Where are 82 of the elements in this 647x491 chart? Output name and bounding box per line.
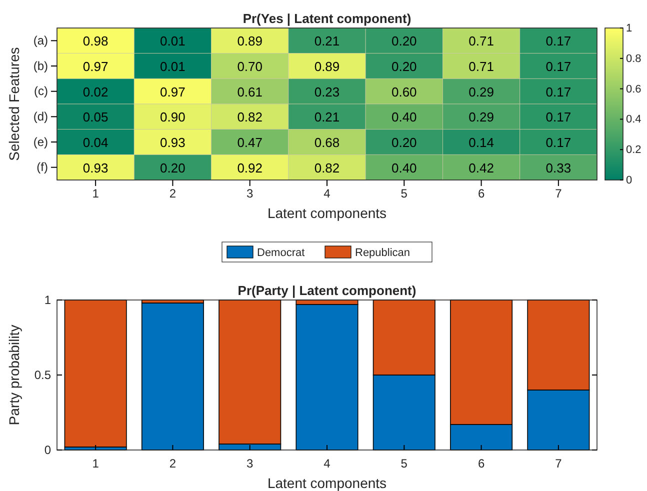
- x-tick-label: 5: [400, 456, 408, 471]
- data-label: 0.01: [160, 59, 186, 74]
- data-label: 0.05: [82, 110, 108, 125]
- data-label: 0.17: [546, 84, 572, 100]
- x-tick-label: 2: [169, 456, 176, 471]
- y-axis-title: Party probability: [6, 324, 22, 426]
- data-label: 0.20: [391, 135, 417, 150]
- y-tick-label: (d): [33, 110, 48, 124]
- x-tick-label: 1: [92, 456, 100, 471]
- data-label: 0.40: [391, 110, 417, 125]
- data-label: 0.71: [468, 59, 494, 74]
- data-label: 0.89: [237, 34, 263, 49]
- data-label: 0.20: [391, 59, 417, 74]
- y-tick-label: (e): [33, 134, 48, 149]
- color-bar-label: 0.8: [626, 52, 642, 65]
- data-label: 0.29: [468, 84, 494, 100]
- data-label: 0.23: [314, 84, 340, 100]
- x-axis-title: Latent components: [267, 205, 387, 221]
- color-bar-label: 0: [626, 174, 632, 187]
- data-label: 0.14: [468, 135, 494, 150]
- data-label: 0.17: [546, 135, 572, 150]
- data-label: 0.92: [237, 160, 263, 176]
- x-tick-label: 5: [400, 186, 408, 201]
- data-label: 0.21: [314, 34, 340, 49]
- x-tick-label: 7: [555, 186, 562, 201]
- legend-label: Republican: [355, 247, 410, 259]
- x-tick-label: 7: [555, 456, 562, 471]
- data-label: 0.97: [82, 59, 108, 74]
- color-bar-label: 0.2: [626, 144, 642, 156]
- data-label: 0.89: [314, 59, 340, 74]
- x-tick-label: 4: [324, 186, 331, 201]
- y-tick-label: (f): [36, 160, 48, 174]
- chart-title: Pr(Yes | Latent component): [242, 11, 412, 26]
- y-tick-label: (b): [33, 58, 48, 73]
- x-tick-label: 1: [92, 186, 100, 201]
- bar: [64, 300, 127, 448]
- data-label: 0.70: [237, 59, 263, 74]
- data-label: 0.68: [314, 135, 340, 150]
- data-label: 0.20: [160, 160, 186, 176]
- data-label: 0.29: [468, 110, 494, 125]
- data-label: 0.90: [160, 110, 186, 125]
- data-label: 0.71: [468, 34, 494, 49]
- x-tick-label: 4: [324, 456, 331, 471]
- y-tick-label: 0: [44, 442, 52, 457]
- data-label: 0.33: [546, 160, 572, 176]
- x-tick-label: 6: [478, 186, 485, 201]
- y-tick-label: (a): [33, 34, 48, 48]
- data-label: 0.82: [314, 160, 340, 176]
- bar: [141, 302, 204, 450]
- x-tick-label: 3: [246, 186, 254, 201]
- data-label: 0.42: [468, 160, 494, 176]
- data-label: 0.97: [160, 84, 186, 100]
- x-tick-label: 2: [169, 186, 176, 201]
- x-tick-label: 6: [478, 456, 485, 471]
- color-bar-label: 0.6: [626, 83, 642, 96]
- data-label: 0.17: [546, 34, 572, 49]
- y-axis-title: Selected Features: [6, 47, 22, 161]
- data-label: 0.47: [237, 135, 263, 150]
- data-label: 0.82: [237, 110, 263, 125]
- data-label: 0.17: [546, 110, 572, 125]
- data-label: 0.21: [314, 110, 340, 125]
- data-label: 0.40: [391, 160, 417, 176]
- data-label: 0.93: [82, 160, 108, 176]
- data-label: 0.93: [160, 135, 186, 150]
- x-axis-title: Latent components: [267, 475, 387, 491]
- data-label: 0.01: [160, 34, 186, 49]
- legend-label: Democrat: [257, 247, 305, 259]
- bar: [296, 304, 358, 450]
- data-label: 0.98: [82, 34, 108, 49]
- data-label: 0.20: [391, 34, 417, 49]
- y-tick-label: (c): [34, 84, 48, 98]
- x-tick-label: 3: [246, 456, 254, 471]
- data-label: 0.04: [82, 135, 108, 150]
- data-label: 0.61: [237, 84, 263, 100]
- data-label: 0.02: [82, 84, 108, 100]
- chart-title: Pr(Party | Latent component): [238, 283, 416, 298]
- y-tick-label: 1: [44, 292, 52, 307]
- data-label: 0.17: [546, 59, 572, 74]
- color-bar-label: 0.4: [626, 114, 642, 126]
- y-tick-label: 0.5: [34, 368, 52, 382]
- color-bar-label: 1: [626, 22, 632, 35]
- data-label: 0.60: [391, 84, 417, 100]
